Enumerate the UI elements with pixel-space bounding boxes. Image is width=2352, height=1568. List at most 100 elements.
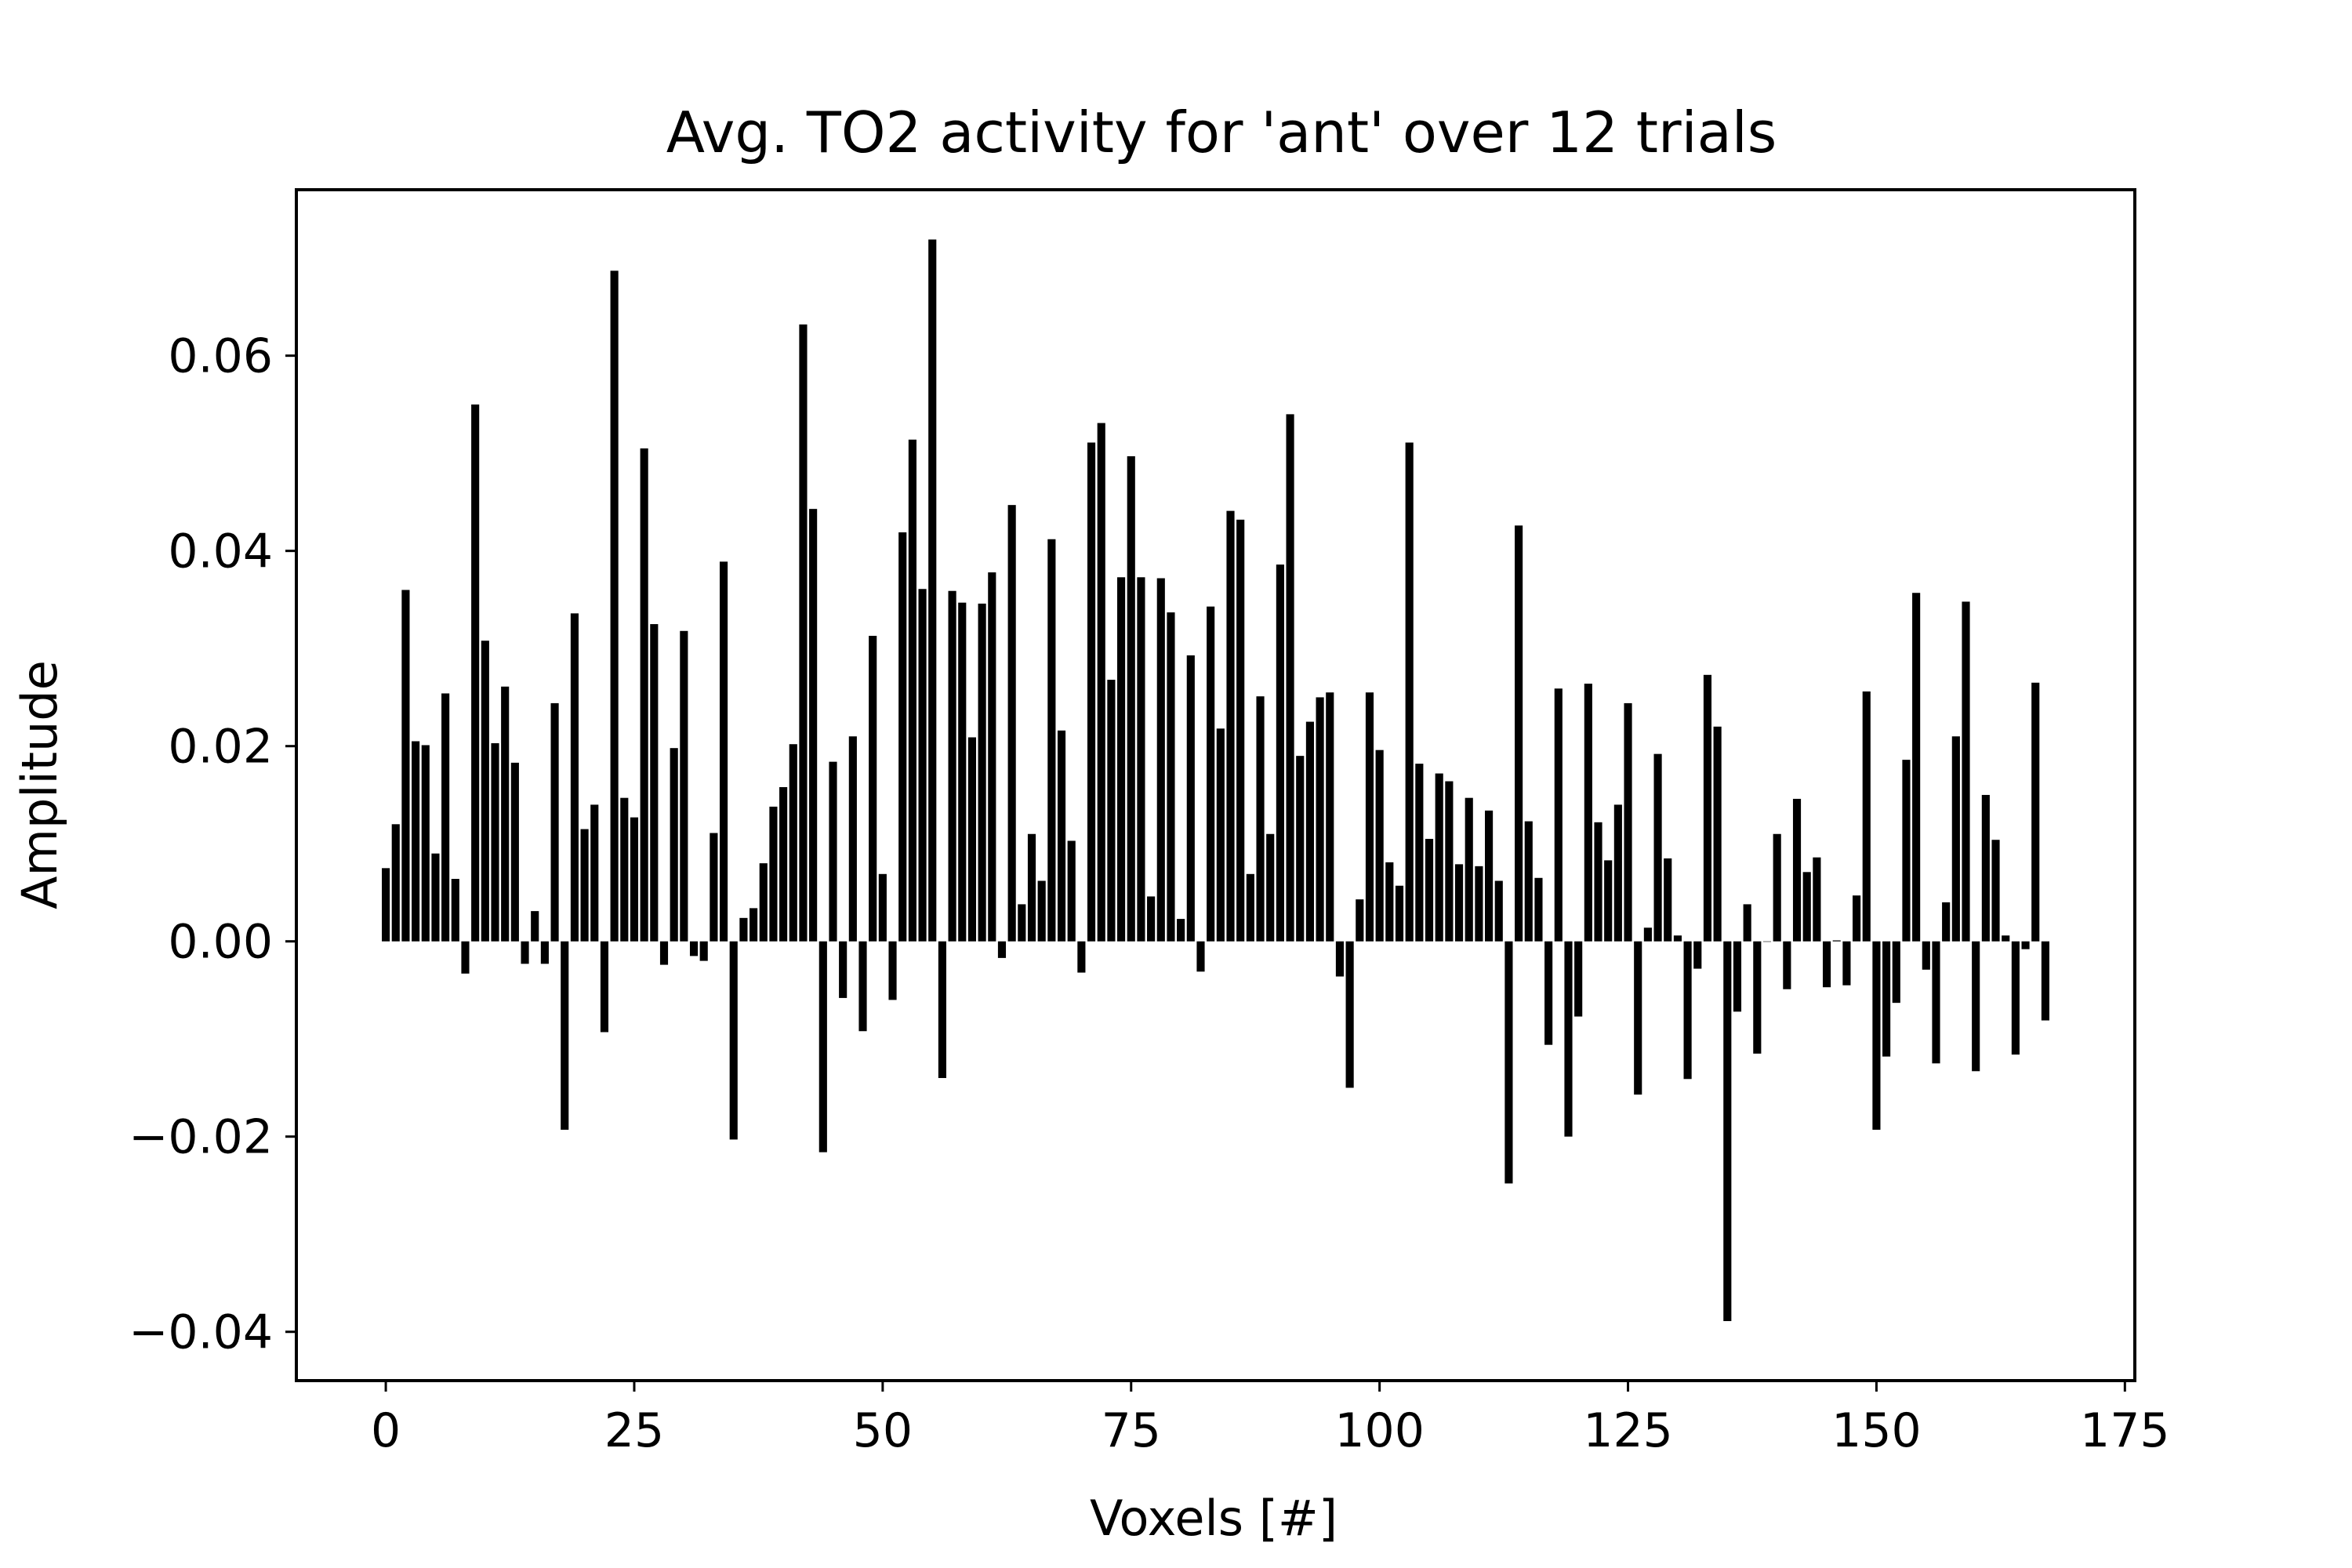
- bar: [1853, 895, 1861, 942]
- bar: [1276, 564, 1284, 942]
- bar: [1643, 927, 1652, 942]
- bar: [1435, 773, 1443, 942]
- bar: [898, 532, 907, 942]
- bar: [1624, 702, 1632, 942]
- bar: [997, 941, 1007, 958]
- bar: [829, 761, 837, 942]
- bar: [1445, 781, 1454, 942]
- bar: [1962, 601, 1970, 942]
- bar: [1832, 940, 1841, 942]
- bar: [1604, 860, 1613, 942]
- bar: [1902, 760, 1911, 942]
- bar: [550, 702, 559, 942]
- bar: [750, 908, 758, 942]
- bar: [818, 941, 827, 1152]
- bar: [461, 941, 470, 974]
- y-tick-label: 0.00: [168, 915, 273, 970]
- bar: [729, 941, 738, 1140]
- bar: [1912, 593, 1921, 942]
- bar: [412, 741, 420, 942]
- bar: [570, 613, 579, 942]
- bar: [918, 589, 927, 942]
- bar: [1991, 840, 2000, 942]
- bar: [2002, 935, 2010, 942]
- bar: [1792, 798, 1802, 942]
- bar: [620, 797, 629, 942]
- bar: [1634, 941, 1642, 1095]
- bar: [1286, 414, 1294, 942]
- bar: [401, 590, 410, 942]
- bar: [1872, 941, 1881, 1131]
- bar: [1147, 896, 1156, 942]
- bar: [471, 404, 480, 942]
- y-tick-label: −0.02: [129, 1110, 273, 1165]
- bar: [888, 941, 897, 1000]
- bar: [1723, 941, 1732, 1322]
- bar: [1743, 904, 1751, 942]
- bar: [1415, 764, 1424, 942]
- bar: [1236, 519, 1245, 942]
- bar: [501, 686, 510, 942]
- x-tick-label: 50: [853, 1403, 913, 1458]
- bar: [1922, 941, 1930, 970]
- bar: [1494, 880, 1503, 942]
- y-axis-label: Amplitude: [11, 660, 68, 909]
- bar: [540, 941, 549, 964]
- bar: [521, 941, 529, 964]
- bar: [938, 941, 946, 1079]
- bar: [451, 879, 459, 942]
- bar: [1425, 838, 1434, 942]
- bar: [650, 624, 659, 942]
- bar: [2041, 941, 2049, 1021]
- bar: [1862, 691, 1871, 942]
- bar: [1375, 750, 1384, 942]
- bar: [1246, 873, 1254, 942]
- bar: [382, 868, 390, 942]
- bar: [1703, 674, 1712, 942]
- bar: [1475, 866, 1483, 942]
- y-tick-label: −0.04: [129, 1305, 273, 1360]
- bar: [1951, 736, 1960, 942]
- bar: [670, 748, 678, 942]
- bar: [848, 736, 857, 942]
- bar: [1107, 680, 1116, 942]
- x-tick-label: 75: [1102, 1403, 1161, 1458]
- bar: [839, 941, 848, 998]
- bar: [1037, 880, 1046, 942]
- bar: [680, 630, 688, 942]
- x-tick-label: 100: [1334, 1403, 1425, 1458]
- bar: [391, 824, 400, 942]
- bar: [1087, 442, 1096, 942]
- bar: [1683, 941, 1692, 1080]
- bar: [421, 745, 430, 942]
- bar: [988, 572, 996, 942]
- bar: [759, 863, 768, 942]
- bar: [1186, 655, 1195, 942]
- bar: [1057, 730, 1066, 942]
- x-tick-label: 125: [1583, 1403, 1673, 1458]
- bar: [610, 270, 619, 942]
- x-axis-label: Voxels [#]: [1090, 1490, 1338, 1547]
- bar: [1167, 612, 1175, 942]
- bar: [948, 590, 956, 942]
- bar: [1326, 692, 1334, 942]
- bars-group: [382, 239, 2049, 1322]
- bar: [1574, 941, 1583, 1017]
- bar: [739, 917, 748, 942]
- bar: [561, 941, 569, 1131]
- bar: [1584, 684, 1592, 942]
- bar: [809, 509, 818, 942]
- bar: [1097, 423, 1105, 942]
- bar: [978, 603, 986, 942]
- bar: [1932, 941, 1940, 1064]
- y-tick-label: 0.06: [168, 329, 273, 384]
- bar: [1653, 753, 1662, 942]
- bar: [710, 833, 718, 942]
- bar: [630, 817, 639, 942]
- bar: [590, 804, 599, 942]
- x-tick-label: 0: [371, 1403, 401, 1458]
- bar: [869, 636, 877, 942]
- bar: [1534, 877, 1543, 942]
- bar: [1972, 941, 1980, 1072]
